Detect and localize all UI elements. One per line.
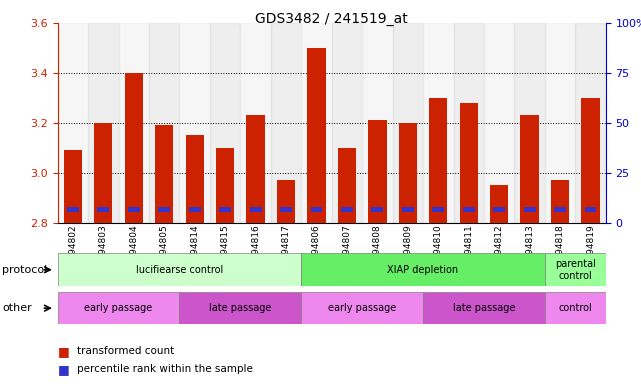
Bar <box>368 121 387 223</box>
Text: percentile rank within the sample: percentile rank within the sample <box>77 364 253 374</box>
Bar <box>249 207 262 212</box>
Bar <box>493 207 505 212</box>
Bar <box>399 123 417 223</box>
Bar <box>58 253 301 286</box>
Bar <box>280 207 292 212</box>
Bar <box>576 23 606 223</box>
Bar <box>247 116 265 223</box>
Bar <box>463 207 475 212</box>
Bar <box>301 23 332 223</box>
Text: ■: ■ <box>58 345 69 358</box>
Bar <box>310 207 322 212</box>
Bar <box>460 103 478 223</box>
Bar <box>484 23 515 223</box>
Bar <box>210 23 240 223</box>
Bar <box>371 207 383 212</box>
Bar <box>585 207 597 212</box>
Bar <box>423 23 454 223</box>
Bar <box>219 207 231 212</box>
Bar <box>362 23 392 223</box>
Bar <box>432 207 444 212</box>
Bar <box>271 23 301 223</box>
Text: parental
control: parental control <box>555 259 595 281</box>
Bar <box>67 207 79 212</box>
Bar <box>341 207 353 212</box>
Bar <box>179 23 210 223</box>
Bar <box>490 185 508 223</box>
Bar <box>149 23 179 223</box>
Bar <box>551 180 569 223</box>
Bar <box>97 207 110 212</box>
Text: GDS3482 / 241519_at: GDS3482 / 241519_at <box>255 12 408 25</box>
Bar <box>545 253 606 286</box>
Bar <box>58 23 88 223</box>
Bar <box>338 148 356 223</box>
Bar <box>545 23 576 223</box>
Bar <box>94 123 113 223</box>
Bar <box>581 98 600 223</box>
Bar <box>216 148 235 223</box>
Bar <box>554 207 566 212</box>
Text: late passage: late passage <box>453 303 515 313</box>
Bar <box>545 292 606 324</box>
Bar <box>454 23 484 223</box>
Bar <box>188 207 201 212</box>
Bar <box>63 151 82 223</box>
Bar <box>429 98 447 223</box>
Bar <box>124 73 143 223</box>
Text: ■: ■ <box>58 363 69 376</box>
Bar <box>155 126 174 223</box>
Bar <box>240 23 271 223</box>
Bar <box>58 292 179 324</box>
Text: late passage: late passage <box>209 303 272 313</box>
Text: protocol: protocol <box>2 265 47 275</box>
Text: other: other <box>2 303 31 313</box>
Bar <box>332 23 362 223</box>
Bar <box>524 207 536 212</box>
Bar <box>308 48 326 223</box>
Bar <box>423 292 545 324</box>
Bar <box>179 292 301 324</box>
Bar <box>88 23 119 223</box>
Bar <box>119 23 149 223</box>
Bar <box>515 23 545 223</box>
Bar <box>520 116 538 223</box>
Bar <box>392 23 423 223</box>
Text: XIAP depletion: XIAP depletion <box>388 265 458 275</box>
Bar <box>402 207 414 212</box>
Bar <box>301 253 545 286</box>
Bar <box>277 180 296 223</box>
Text: lucifiearse control: lucifiearse control <box>136 265 223 275</box>
Bar <box>158 207 171 212</box>
Text: early passage: early passage <box>328 303 396 313</box>
Bar <box>186 136 204 223</box>
Bar <box>301 292 423 324</box>
Bar <box>128 207 140 212</box>
Text: control: control <box>558 303 592 313</box>
Text: early passage: early passage <box>85 303 153 313</box>
Text: transformed count: transformed count <box>77 346 174 356</box>
